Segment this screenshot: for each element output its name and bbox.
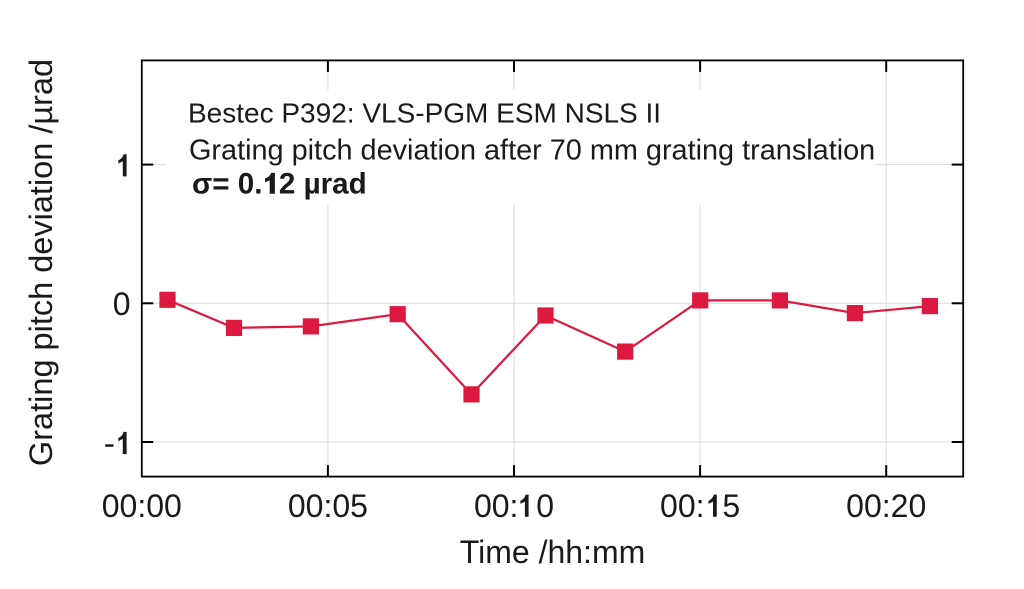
svg-text:0: 0 <box>536 488 554 524</box>
svg-text:00:: 00: <box>474 488 518 524</box>
svg-text:00:00: 00:00 <box>102 488 182 524</box>
svg-text:2 µrad: 2 µrad <box>279 168 367 201</box>
svg-text:Bestec P392: VLS-PGM ESM NSLS: Bestec P392: VLS-PGM ESM NSLS II <box>188 98 661 129</box>
svg-text:Grating pitch deviation after: Grating pitch deviation after 70 mm grat… <box>189 134 875 166</box>
svg-text:00:05: 00:05 <box>288 488 368 524</box>
svg-text:5: 5 <box>722 488 740 524</box>
svg-text:σ= 0.: σ= 0. <box>192 168 262 201</box>
svg-text:0: 0 <box>113 286 131 322</box>
svg-text:Time /hh:mm: Time /hh:mm <box>460 534 646 570</box>
svg-text:00:20: 00:20 <box>846 488 926 524</box>
svg-text:Grating pitch deviation /µrad: Grating pitch deviation /µrad <box>23 59 59 466</box>
svg-text:00:: 00: <box>660 488 704 524</box>
